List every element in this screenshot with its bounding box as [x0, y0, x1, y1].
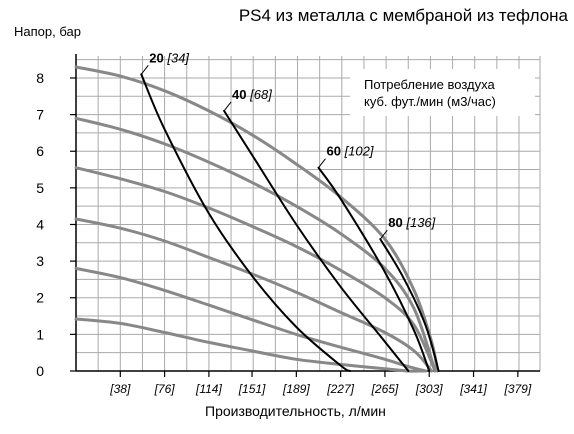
legend-line-2: куб. фут./мин (м3/час): [364, 94, 496, 109]
pressure-curve-2: [74, 266, 428, 373]
air-curve-label: 80 [136]: [388, 215, 435, 230]
y-tick-label: 1: [36, 326, 44, 342]
y-axis-label: Напор, бар: [14, 24, 81, 39]
y-tick-label: 4: [36, 216, 44, 232]
air-label-alt-value: [34]: [166, 50, 189, 65]
x-tick-label: [151]: [238, 382, 266, 396]
air-label-alt-value: [68]: [249, 87, 272, 102]
chart-title: PS4 из металла с мембраной из тефлона: [238, 6, 568, 25]
air-curve-40: [223, 109, 410, 372]
y-tick-label: 6: [36, 143, 44, 159]
x-tick-label: [114]: [195, 382, 222, 396]
air-label-value: 40: [232, 87, 250, 102]
air-curve-label: 20 [34]: [149, 50, 189, 65]
x-tick-label: [189]: [282, 382, 310, 396]
pressure-curve-1: [74, 317, 428, 373]
air-curve-label: 60 [102]: [326, 144, 373, 159]
air-label-leader: [318, 158, 326, 169]
air-curve-20: [140, 73, 351, 372]
x-tick-label: [227]: [326, 382, 354, 396]
air-curve-label: 40 [68]: [232, 87, 272, 102]
air-label-leader: [379, 229, 388, 240]
y-tick-label: 0: [36, 363, 44, 379]
x-tick-label: [76]: [154, 382, 176, 396]
x-tick-label: [341]: [459, 382, 487, 396]
air-label-leader: [223, 101, 232, 112]
y-tick-label: 5: [36, 180, 44, 196]
air-label-alt-value: [136]: [405, 215, 435, 230]
x-tick-label: [379]: [503, 382, 531, 396]
pressure-curve-5: [74, 116, 437, 373]
y-tick-label: 3: [36, 253, 44, 269]
x-axis-label: Производительность, л/мин: [205, 403, 386, 419]
x-tick-label: [265]: [371, 382, 399, 396]
y-tick-label: 8: [36, 70, 44, 86]
x-tick-label: [303]: [415, 382, 443, 396]
legend-line-1: Потребление воздуха: [364, 77, 495, 92]
pressure-curve-6: [74, 65, 439, 373]
pressure-curve-3: [74, 217, 434, 373]
y-tick-label: 2: [36, 290, 44, 306]
air-curve-60: [317, 166, 431, 372]
legend-box: Потребление воздуха куб. фут./мин (м3/ча…: [350, 69, 535, 116]
pressure-curve-4: [74, 166, 437, 373]
air-label-value: 60: [326, 144, 344, 159]
y-tick-label: 7: [36, 107, 44, 123]
air-label-alt-value: [102]: [344, 144, 374, 159]
x-tick-label: [38]: [109, 382, 131, 396]
air-label-leader: [140, 65, 149, 75]
air-label-value: 80: [388, 215, 406, 230]
air-label-value: 20: [149, 50, 167, 65]
air-curve-80: [379, 238, 440, 372]
